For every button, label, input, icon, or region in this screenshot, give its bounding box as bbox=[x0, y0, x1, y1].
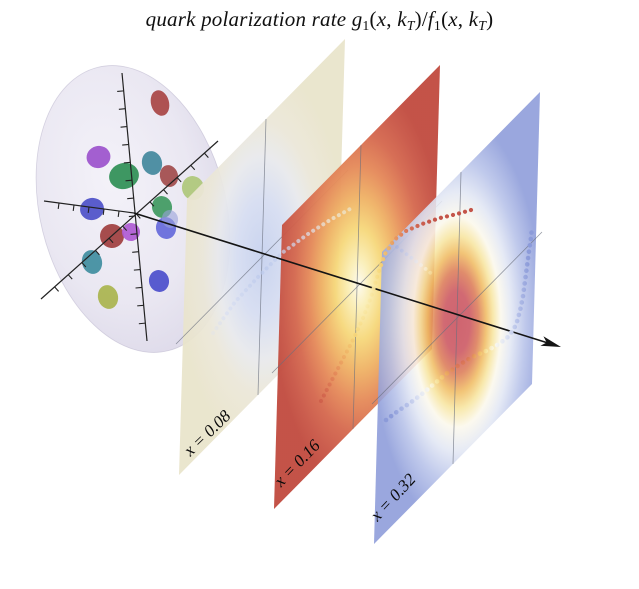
z-axis bbox=[121, 72, 148, 342]
axis-tick bbox=[120, 126, 128, 128]
axis-tick bbox=[108, 237, 114, 244]
parton-dot bbox=[150, 90, 170, 116]
parton-dot bbox=[81, 250, 103, 274]
axis-tick bbox=[125, 179, 133, 182]
axis-tick bbox=[123, 161, 131, 164]
axis-tick bbox=[149, 201, 155, 207]
axis-tick bbox=[87, 206, 90, 214]
axis-tick bbox=[135, 286, 143, 289]
plane-x032-grid-uline bbox=[371, 231, 543, 405]
parton-dot bbox=[148, 270, 170, 292]
axis-tick bbox=[54, 286, 60, 292]
parton-dot bbox=[97, 285, 119, 309]
axis-tick bbox=[122, 225, 128, 231]
axis-tick bbox=[128, 215, 136, 218]
axis-tick bbox=[118, 108, 126, 110]
axis-tick bbox=[137, 304, 144, 307]
parton-dot bbox=[86, 145, 111, 169]
plane-x032 bbox=[371, 92, 543, 544]
axis-tick bbox=[130, 233, 138, 235]
axis-tick bbox=[133, 268, 141, 271]
axis-tick bbox=[163, 189, 168, 195]
axis-ticks bbox=[54, 90, 209, 325]
title-text: quark polarization rate bbox=[145, 7, 352, 31]
axis-tick bbox=[81, 262, 87, 268]
axis-tick bbox=[132, 251, 139, 253]
parton-dot bbox=[80, 197, 104, 221]
ratio-curve-x016 bbox=[318, 207, 474, 404]
momentum-axis-arrowhead bbox=[540, 336, 561, 347]
axis-tick bbox=[176, 177, 182, 183]
momentum-axis-arrow bbox=[133, 212, 549, 344]
parton-dots bbox=[80, 90, 205, 309]
axis-tick bbox=[72, 204, 75, 212]
axis-tick bbox=[102, 208, 105, 216]
kt-axis bbox=[40, 140, 219, 300]
momentum-axis bbox=[133, 212, 561, 347]
axis-tick bbox=[138, 322, 146, 325]
nucleon bbox=[35, 65, 231, 353]
ratio-curve-x032-upper bbox=[395, 245, 435, 277]
ratio-curve-x008 bbox=[211, 207, 352, 335]
nucleon-axes bbox=[40, 72, 219, 342]
axis-tick bbox=[57, 202, 60, 210]
ratio-curves bbox=[211, 207, 535, 423]
figure-title: quark polarization rate g1(x, kT)/f1(x, … bbox=[145, 7, 494, 33]
axis-tick bbox=[122, 143, 129, 146]
axis-tick bbox=[127, 197, 134, 200]
ratio-curve-x032 bbox=[383, 224, 535, 423]
parton-dot bbox=[122, 223, 140, 241]
axis-tick bbox=[190, 164, 196, 171]
axis-tick bbox=[117, 90, 124, 93]
axis-tick bbox=[117, 210, 120, 218]
parton-dot bbox=[141, 151, 163, 175]
axis-tick bbox=[95, 250, 100, 256]
axis-tick bbox=[67, 274, 73, 280]
axis-tick bbox=[203, 152, 209, 159]
